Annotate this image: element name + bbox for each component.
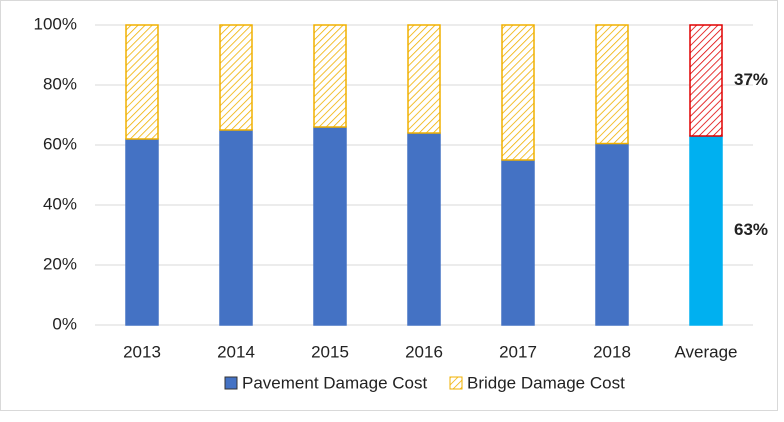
bar-segment [407,24,441,134]
bar-segment [313,24,347,128]
bar-segment [313,126,347,326]
legend-label: Pavement Damage Cost [242,373,427,392]
y-tick-label: 0% [52,314,77,333]
x-tick-label: Average [674,342,737,361]
bar-segment [219,129,253,326]
y-tick-label: 100% [34,14,77,33]
y-tick-label: 40% [43,194,77,213]
bar-segment [219,24,253,131]
bar-segment [595,24,629,145]
bar-segment [125,24,159,140]
bar-segment [501,24,535,161]
y-tick-label: 20% [43,254,77,273]
x-tick-label: 2017 [499,342,537,361]
bar-segment [595,142,629,326]
x-tick-label: 2015 [311,342,349,361]
legend-swatch [224,376,238,390]
bar-segment [689,24,723,137]
legend-label: Bridge Damage Cost [467,373,625,392]
value-label: 37% [734,70,768,89]
x-tick-label: 2014 [217,342,255,361]
legend-swatch [449,376,463,390]
bar-segment [125,138,159,326]
bar-segment [407,132,441,326]
x-tick-label: 2016 [405,342,443,361]
y-tick-label: 80% [43,74,77,93]
x-tick-label: 2013 [123,342,161,361]
bar-segment [689,135,723,326]
value-label: 63% [734,220,768,239]
y-tick-label: 60% [43,134,77,153]
x-tick-label: 2018 [593,342,631,361]
bar-segment [501,159,535,326]
